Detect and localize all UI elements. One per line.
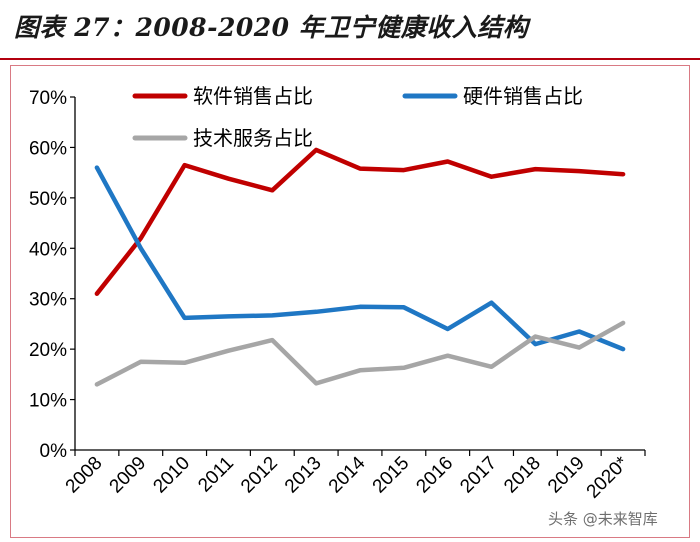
x-tick-label: 2011 [194, 453, 238, 497]
title-bar: 图表 27：2008-2020 年卫宁健康收入结构 [0, 0, 700, 58]
x-tick-label: 2017 [456, 453, 501, 498]
x-tick-label: 2018 [500, 453, 545, 498]
x-tick-label: 2014 [325, 452, 370, 497]
x-tick-label: 2010 [149, 453, 194, 498]
legend-label-3: 技术服务占比 [193, 126, 313, 150]
x-tick-label: 2009 [106, 453, 151, 498]
title-divider [0, 58, 700, 60]
watermark-text: 头条 @未来智库 [548, 510, 658, 528]
y-tick-label: 50% [29, 189, 67, 210]
chart-title: 图表 27：2008-2020 年卫宁健康收入结构 [14, 13, 529, 42]
y-tick-label: 30% [29, 290, 67, 311]
x-tick-label: 2012 [237, 453, 282, 498]
x-tick-label: 2008 [62, 453, 107, 498]
series-line-2 [94, 165, 626, 352]
legend-label-2: 硬件销售占比 [463, 84, 583, 108]
x-tick-label: 2015 [369, 453, 414, 498]
x-tick-label: 2013 [281, 453, 326, 498]
legend-label-1: 软件销售占比 [193, 84, 313, 108]
y-tick-label: 20% [29, 340, 67, 361]
y-tick-label: 60% [29, 138, 67, 159]
y-tick-label: 70% [29, 88, 67, 109]
y-tick-label: 0% [40, 441, 68, 462]
x-tick-label: 2019 [544, 453, 589, 498]
y-tick-label: 10% [29, 391, 67, 412]
series-line-1 [94, 147, 626, 296]
x-tick-label: 2016 [412, 453, 457, 498]
series-line-3 [94, 320, 626, 387]
y-tick-label: 40% [29, 239, 67, 260]
chart-frame [10, 65, 690, 538]
x-tick-label: 2020* [583, 452, 633, 502]
